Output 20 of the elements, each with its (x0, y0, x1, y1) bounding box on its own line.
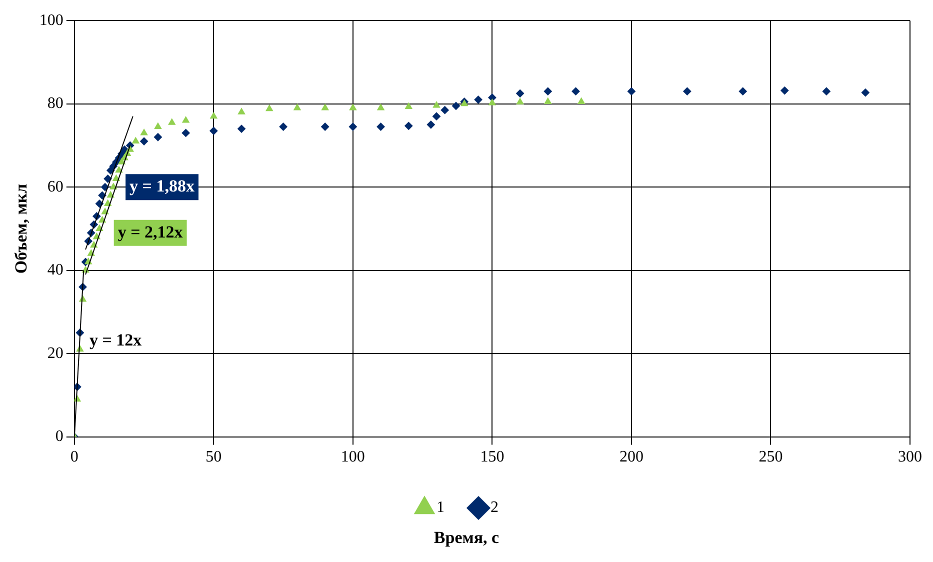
x-tick-label: 200 (619, 448, 644, 466)
legend-label: 2 (490, 499, 498, 516)
y-tick-label: 40 (47, 262, 64, 279)
x-tick-label: 300 (898, 448, 922, 466)
annotation: y = 2,12x (118, 222, 184, 242)
y-tick-label: 20 (47, 344, 64, 362)
y-tick-label: 0 (55, 428, 64, 446)
x-tick-label: 100 (340, 448, 365, 466)
x-tick-label: 150 (480, 448, 504, 466)
y-tick-label: 100 (39, 12, 64, 29)
annotation: y = 1,88x (130, 176, 195, 196)
x-tick-label: 50 (206, 448, 222, 466)
legend-label: 1 (436, 499, 444, 516)
x-tick-label: 250 (758, 448, 783, 466)
x-axis-title: Время, с (432, 528, 500, 548)
x-tick-label: 0 (70, 448, 78, 466)
y-axis-title: Объем, мкл (12, 183, 31, 274)
y-tick-label: 80 (47, 95, 64, 112)
annotation: y = 12x (89, 330, 142, 350)
y-tick-label: 60 (47, 178, 64, 196)
